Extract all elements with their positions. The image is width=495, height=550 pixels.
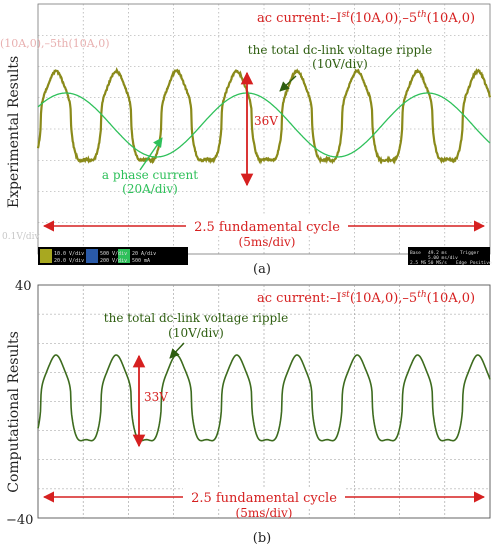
panel-b-title: ac current:–Ist(10A,0),–5th(10A,0) bbox=[257, 290, 475, 306]
svg-text:Trigger: Trigger bbox=[460, 250, 479, 256]
panel-a-ripple-label: the total dc-link voltage ripple bbox=[248, 43, 432, 57]
svg-text:Base: Base bbox=[410, 250, 421, 256]
panel-b-ripple-label: the total dc-link voltage ripple bbox=[104, 311, 288, 325]
panel-a-scale-label: (5ms/div) bbox=[239, 235, 296, 249]
panel-a: Experimental Results (10A,0),–5th(10A,0)… bbox=[0, 4, 492, 277]
panel-b-ytick-bottom: −40 bbox=[6, 513, 33, 528]
svg-text:500 mA: 500 mA bbox=[132, 258, 150, 264]
svg-text:Edge: Edge bbox=[456, 260, 467, 266]
panel-a-phase-scale: (20A/div) bbox=[122, 182, 178, 196]
svg-text:200 V/div: 200 V/div bbox=[100, 258, 127, 264]
panel-a-caption: (a) bbox=[253, 262, 271, 277]
panel-a-title: ac current:–Ist(10A,0),–5th(10A,0) bbox=[257, 10, 475, 26]
svg-text:2.5 MS: 2.5 MS bbox=[410, 260, 427, 266]
panel-b-ytick-top: 40 bbox=[15, 279, 32, 294]
panel-b-ripple-scale: (10V/div) bbox=[168, 326, 224, 340]
panel-a-ghost-title: (10A,0),–5th(10A,0) bbox=[0, 37, 110, 50]
panel-a-ghost-left: 0.1V/div bbox=[2, 232, 40, 242]
panel-a-cycle-label: 2.5 fundamental cycle bbox=[194, 220, 340, 235]
panel-a-ylabel: Experimental Results bbox=[6, 56, 22, 208]
panel-b-caption: (b) bbox=[253, 531, 271, 546]
panel-b-cycle-label: 2.5 fundamental cycle bbox=[191, 491, 337, 506]
panel-b-ylabel: Computational Results bbox=[6, 331, 22, 493]
panel-b-scale-label: (5ms/div) bbox=[236, 506, 293, 520]
panel-a-peak-label: 36V bbox=[254, 114, 278, 128]
svg-text:10.0 V/div: 10.0 V/div bbox=[54, 251, 84, 257]
svg-text:50 MS/s: 50 MS/s bbox=[428, 260, 447, 266]
svg-text:500 V/div: 500 V/div bbox=[100, 251, 127, 257]
svg-text:20 A/div: 20 A/div bbox=[132, 251, 156, 257]
panel-a-phase-label: a phase current bbox=[102, 168, 198, 182]
panel-b: 40 −40 Computational Results ac current:… bbox=[6, 279, 490, 546]
panel-a-ripple-scale: (10V/div) bbox=[312, 57, 368, 71]
svg-text:Positive: Positive bbox=[470, 260, 492, 266]
panel-b-peak-label: 33V bbox=[144, 390, 168, 404]
svg-text:20.0 V/div: 20.0 V/div bbox=[54, 258, 84, 264]
